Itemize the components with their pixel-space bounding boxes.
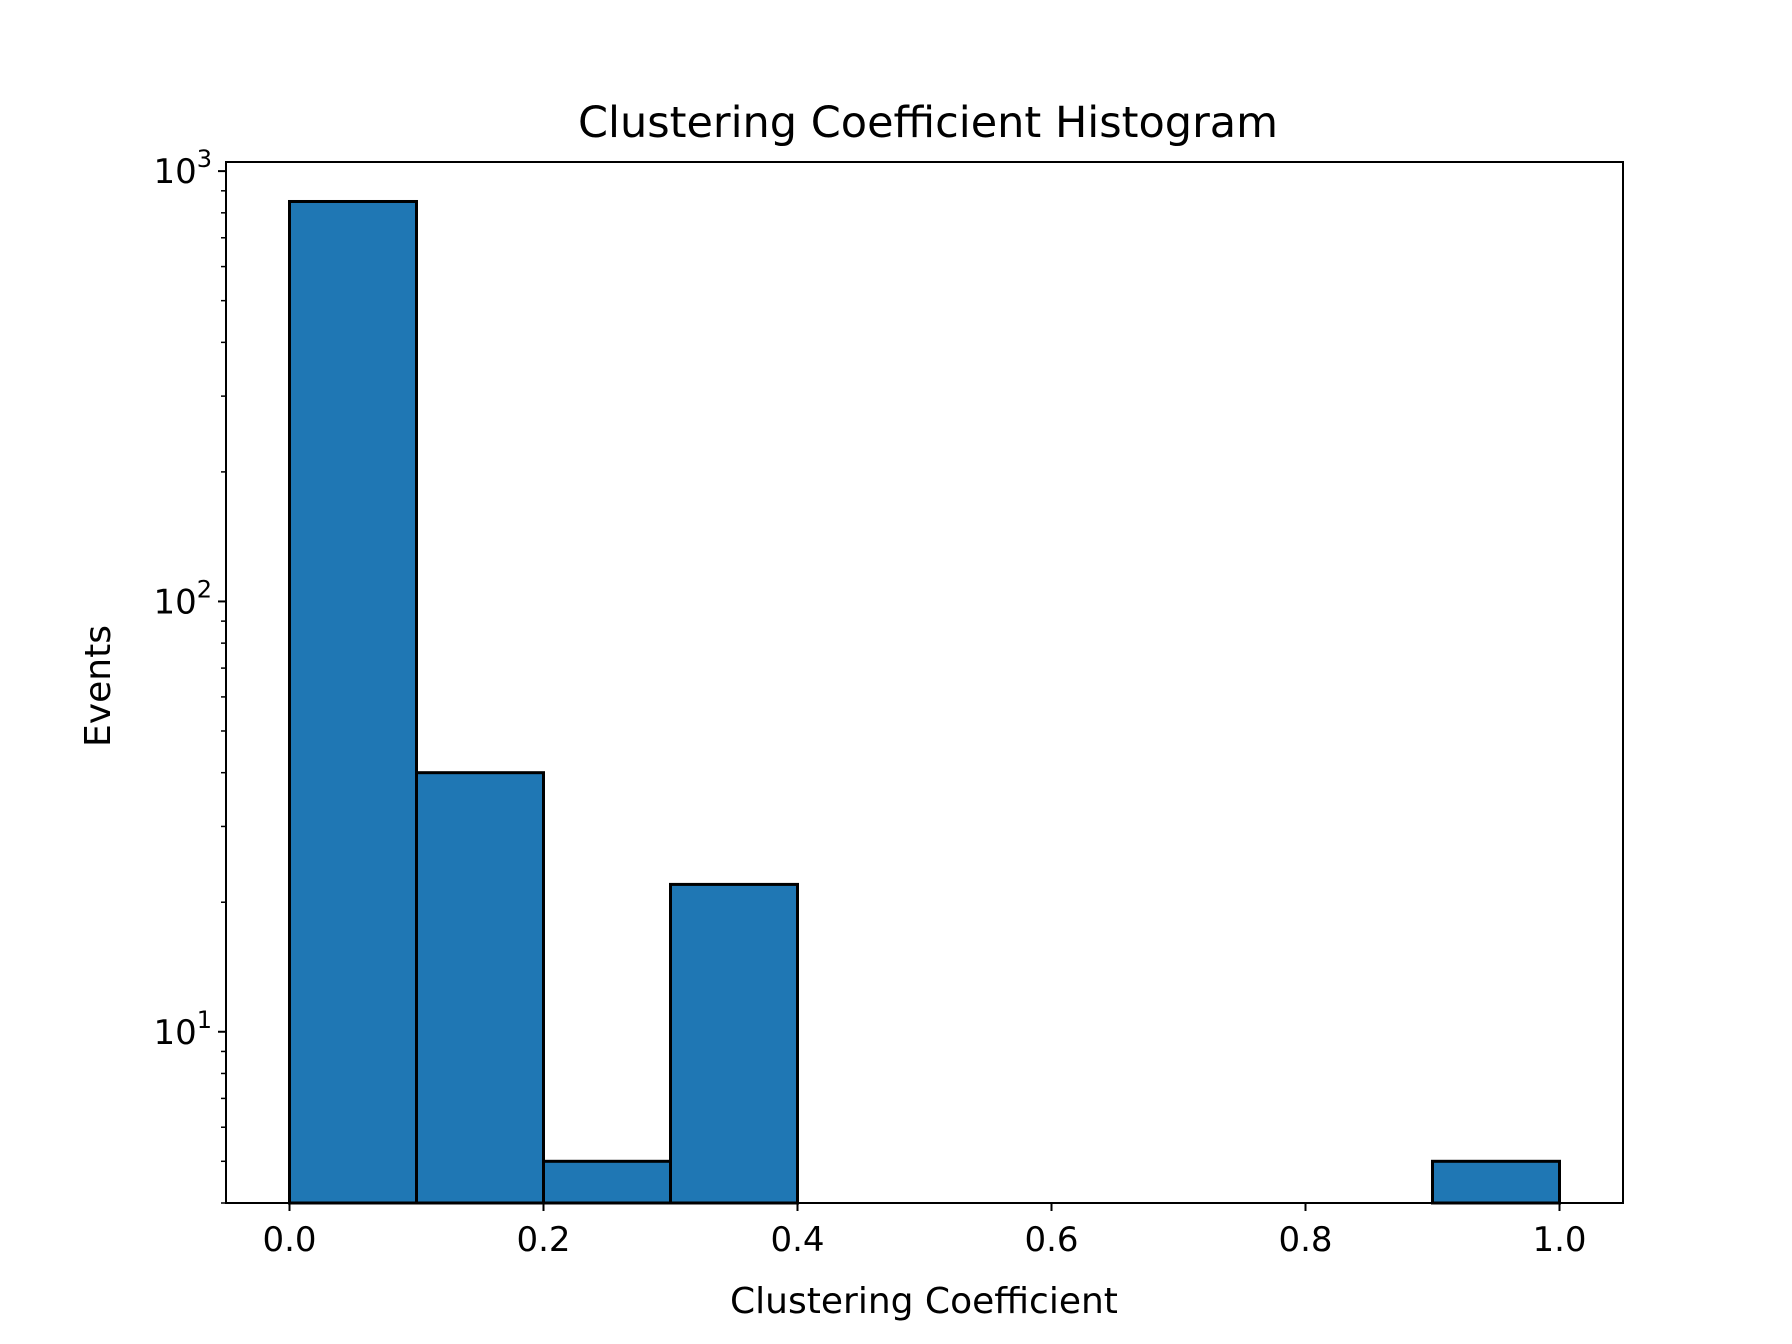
- x-axis-ticks: 0.0 0.2 0.4 0.6 0.8 1.0: [262, 1203, 1587, 1260]
- bars-group: [288, 199, 1561, 1205]
- chart-title: Clustering Coefficient Histogram: [578, 98, 1278, 148]
- histogram-bar-1: [415, 771, 545, 1205]
- x-tick-label: 1.0: [1532, 1220, 1586, 1260]
- x-tick-label: 0.6: [1024, 1220, 1078, 1260]
- y-axis-label: Events: [78, 625, 119, 747]
- x-tick-label: 0.0: [262, 1220, 316, 1260]
- x-tick-label: 0.4: [770, 1220, 824, 1260]
- histogram-bar-9: [1431, 1159, 1561, 1205]
- x-tick-label: 0.2: [516, 1220, 570, 1260]
- y-tick-label: 102: [153, 575, 212, 622]
- plot-frame: [225, 161, 1624, 1204]
- x-axis-label: Clustering Coefficient: [730, 1281, 1118, 1322]
- histogram-bar-3: [669, 882, 799, 1205]
- histogram-bar-2: [542, 1159, 672, 1205]
- histogram-bar-0: [288, 199, 418, 1205]
- y-tick-label: 101: [153, 1006, 212, 1053]
- y-tick-label: 103: [153, 145, 212, 192]
- x-tick-label: 0.8: [1278, 1220, 1332, 1260]
- y-axis-ticks: 101 102 103: [153, 145, 226, 1204]
